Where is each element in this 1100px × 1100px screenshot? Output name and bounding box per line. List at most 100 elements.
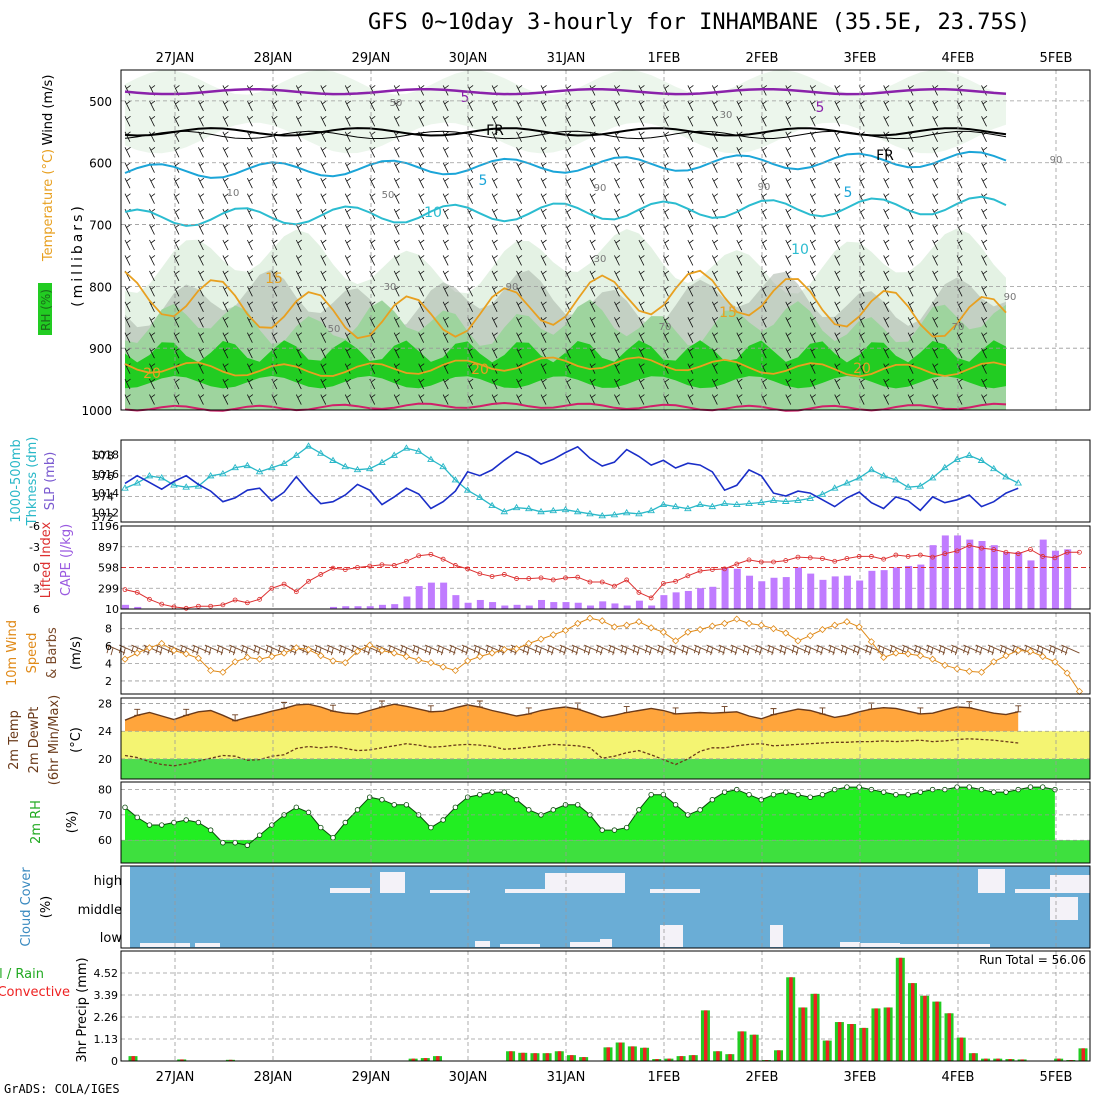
- wind-barb: [467, 394, 474, 405]
- thickness-point: [892, 476, 900, 483]
- wind-tick: 8: [105, 623, 112, 636]
- precip-convective-bar: [582, 1057, 586, 1061]
- contour-label: 20: [471, 362, 489, 378]
- wind-barb: [124, 116, 131, 127]
- wind-barb: [638, 146, 645, 158]
- thickness-point: [243, 461, 252, 469]
- wind-barb: [369, 100, 376, 112]
- wind-barb: [344, 363, 351, 374]
- temperature-contour: [124, 127, 1007, 137]
- wind-barb: [785, 347, 792, 359]
- wind-barb: [124, 316, 131, 328]
- temperature-contour: [124, 195, 1007, 227]
- wind-barb: [589, 193, 596, 204]
- thickness-point: [219, 469, 227, 477]
- wind-barb: [222, 224, 229, 235]
- thickness-point: [145, 472, 154, 479]
- wind-barb: [809, 116, 816, 127]
- rh2m-point: [611, 827, 618, 833]
- temp-minmax-bar: [134, 708, 141, 716]
- lifted-index-point: [428, 551, 434, 557]
- lifted-index-point: [624, 577, 630, 583]
- contour-label: 5: [844, 185, 853, 201]
- wind10m-barb: [1060, 644, 1080, 656]
- wind-barb: [222, 332, 229, 343]
- precip-convective-bar: [947, 1013, 952, 1061]
- wind-barb: [883, 177, 890, 189]
- thickness-point: [463, 486, 472, 493]
- wind-speed-point: [427, 659, 435, 667]
- wind-speed-point: [867, 638, 875, 646]
- rh2m-point: [330, 834, 336, 841]
- wind-barb: [222, 301, 229, 312]
- wind-barb: [124, 378, 131, 390]
- wind10m-barb: [632, 644, 652, 656]
- wind-barb: [418, 286, 425, 297]
- wind-barb: [981, 270, 988, 282]
- wind-speed-point: [243, 653, 251, 661]
- wind-barb: [785, 177, 792, 189]
- temp-minmax-bar: [525, 707, 532, 715]
- wind-speed-point: [794, 637, 802, 645]
- thickness-point: [329, 456, 337, 463]
- wind-barb: [932, 363, 939, 374]
- wind-barb: [442, 394, 449, 405]
- precip-tick: 2.26: [94, 1011, 119, 1024]
- wind-speed-point: [402, 652, 410, 661]
- wind-barb: [149, 270, 156, 282]
- wind-barb: [124, 239, 131, 251]
- thickness-point: [402, 444, 411, 451]
- wind-barb: [711, 255, 719, 266]
- wind-barb: [589, 347, 596, 359]
- lifted-index-point: [379, 562, 385, 568]
- wind-barb: [198, 85, 205, 96]
- wind-barb: [785, 363, 792, 374]
- wind-barb: [932, 286, 939, 297]
- wind-barb: [858, 255, 865, 266]
- wind-barb: [344, 301, 351, 312]
- thickness-point: [965, 451, 974, 458]
- wind-barb: [981, 162, 988, 173]
- lifted-index-point: [771, 559, 776, 565]
- wind-barb: [222, 177, 229, 189]
- precip-tick: 4.52: [94, 967, 119, 980]
- rh2m-point: [758, 797, 764, 803]
- thickness-point: [708, 502, 717, 510]
- thickness-point: [598, 511, 607, 519]
- wind-barb: [124, 286, 131, 297]
- rh2m-point: [819, 791, 826, 798]
- rh2m-point: [905, 791, 911, 798]
- lifted-index-point: [257, 596, 262, 602]
- wind-barb: [173, 255, 180, 266]
- wind-barb: [834, 270, 841, 282]
- rh2m-point: [293, 804, 300, 811]
- rh2m-point: [440, 817, 446, 823]
- wind-barb: [467, 332, 474, 343]
- wind-barb: [711, 162, 719, 173]
- cloud-low: [195, 943, 220, 947]
- wind-barb: [540, 146, 547, 158]
- wind-barb: [883, 224, 890, 235]
- wind-barb: [198, 270, 205, 282]
- wind-barb: [981, 100, 988, 112]
- rh2m-point: [575, 802, 581, 808]
- cloud-high: [545, 873, 625, 893]
- wind-barb: [589, 332, 596, 343]
- wind-barb: [907, 378, 914, 390]
- wind-barb: [320, 286, 327, 297]
- wind-barb: [247, 286, 254, 297]
- cape-bar: [819, 579, 827, 609]
- wind-barb: [516, 270, 523, 282]
- thickness-point: [806, 494, 815, 501]
- wind-barb: [320, 255, 327, 266]
- wind-barb: [663, 347, 670, 359]
- wind-barb: [736, 162, 743, 173]
- lifted-index-point: [1015, 551, 1021, 557]
- wind10m-barb: [412, 644, 432, 656]
- wind-barb: [491, 332, 498, 343]
- cloud-high: [505, 889, 545, 893]
- wind-barb: [271, 255, 278, 266]
- wind-barb: [149, 394, 156, 405]
- wind-barb: [614, 146, 621, 158]
- wind-barb: [736, 286, 743, 297]
